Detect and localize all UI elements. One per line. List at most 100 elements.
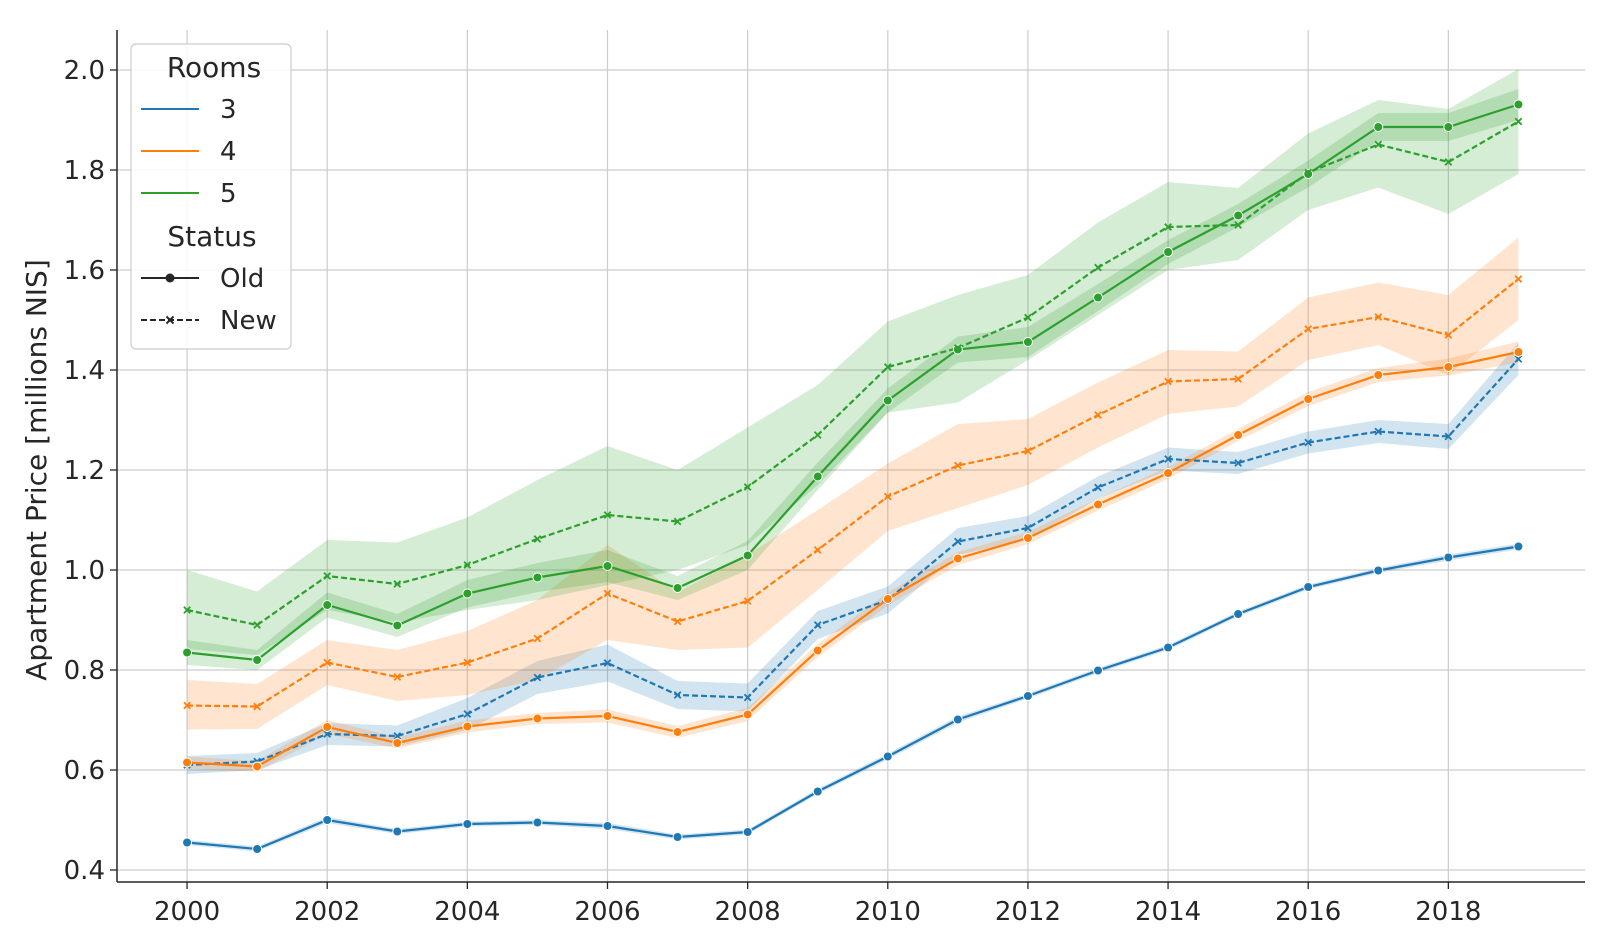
legend-title-rooms: Rooms <box>167 51 261 84</box>
y-tick-label: 1.8 <box>64 156 105 186</box>
point-5-rooms-new-2007 <box>673 517 682 526</box>
point-5-rooms-new-2010 <box>883 363 892 371</box>
point-4-rooms-new-2015 <box>1234 375 1242 383</box>
x-tick-label: 2006 <box>574 897 640 927</box>
point-4-rooms-new-2016 <box>1304 325 1313 333</box>
point-3-rooms-new-2019 <box>1514 355 1523 363</box>
point-3-rooms-new-2014 <box>1164 455 1172 463</box>
band-4-rooms-new <box>187 237 1519 730</box>
point-4-rooms-old-2004 <box>462 721 473 732</box>
band-4-rooms-old <box>187 341 1519 772</box>
point-3-rooms-old-2007 <box>672 832 683 842</box>
y-tick-label: 1.0 <box>64 556 105 586</box>
point-5-rooms-old-2009 <box>812 471 823 482</box>
point-5-rooms-new-2001 <box>253 621 261 629</box>
point-3-rooms-old-2006 <box>602 821 613 831</box>
point-4-rooms-old-2001 <box>252 761 263 772</box>
point-5-rooms-old-2005 <box>532 572 543 583</box>
point-5-rooms-old-2010 <box>882 395 893 406</box>
point-4-rooms-old-2012 <box>1022 533 1033 543</box>
point-5-rooms-old-2006 <box>602 561 613 571</box>
point-3-rooms-new-2012 <box>1024 524 1032 532</box>
point-4-rooms-old-2011 <box>952 553 963 564</box>
point-3-rooms-old-2005 <box>532 817 543 828</box>
legend-label-status-old: Old <box>220 264 264 294</box>
point-5-rooms-old-2004 <box>462 588 473 599</box>
point-3-rooms-new-2005 <box>533 673 542 682</box>
point-4-rooms-old-2000 <box>182 757 193 768</box>
point-4-rooms-new-2017 <box>1374 313 1383 321</box>
point-4-rooms-new-2013 <box>1094 411 1102 419</box>
point-5-rooms-old-2015 <box>1233 210 1244 221</box>
point-3-rooms-old-2010 <box>882 751 893 762</box>
point-5-rooms-old-2013 <box>1093 292 1104 303</box>
point-3-rooms-old-2016 <box>1303 582 1314 592</box>
point-3-rooms-old-2018 <box>1443 552 1454 563</box>
point-4-rooms-old-2008 <box>742 709 753 720</box>
y-tick-label: 0.6 <box>64 756 105 786</box>
point-4-rooms-new-2009 <box>813 546 822 554</box>
point-3-rooms-new-2008 <box>743 693 752 702</box>
point-5-rooms-old-2001 <box>252 655 263 665</box>
x-axis-ticks: 2000 2002 2004 2006 2008 2010 2012 2014 2016 2018 <box>154 882 1481 927</box>
point-5-rooms-old-2008 <box>742 550 753 561</box>
legend-label-rooms-5: 5 <box>220 179 237 209</box>
point-3-rooms-old-2002 <box>322 815 333 825</box>
axes <box>116 30 1585 883</box>
point-5-rooms-old-2011 <box>952 344 963 355</box>
point-4-rooms-old-2002 <box>322 722 333 732</box>
point-4-rooms-old-2013 <box>1093 499 1104 510</box>
point-3-rooms-new-2004 <box>463 710 472 718</box>
point-4-rooms-old-2014 <box>1163 468 1174 478</box>
line-5-rooms-old <box>186 103 1519 662</box>
point-3-rooms-old-2011 <box>952 714 963 725</box>
legend-label-rooms-3: 3 <box>220 95 237 125</box>
point-4-rooms-new-2002 <box>323 658 332 667</box>
point-5-rooms-new-2000 <box>183 606 191 614</box>
point-3-rooms-new-2006 <box>603 659 612 667</box>
point-4-rooms-old-2010 <box>882 594 893 604</box>
y-tick-label: 0.8 <box>64 656 105 686</box>
point-4-rooms-old-2009 <box>812 645 823 656</box>
point-3-rooms-new-2003 <box>393 732 402 740</box>
point-5-rooms-new-2009 <box>813 431 822 439</box>
x-tick-label: 2010 <box>855 897 921 927</box>
point-5-rooms-new-2018 <box>1444 158 1453 166</box>
point-4-rooms-new-2004 <box>463 658 472 667</box>
point-3-rooms-old-2013 <box>1093 665 1104 676</box>
point-4-rooms-new-2000 <box>183 701 191 710</box>
point-4-rooms-old-2003 <box>392 738 403 748</box>
point-4-rooms-new-2019 <box>1514 275 1523 283</box>
legend-marker-circle <box>165 273 175 283</box>
point-3-rooms-new-2011 <box>954 537 962 546</box>
line-4-rooms-old <box>187 350 1519 768</box>
point-5-rooms-new-2004 <box>463 561 472 569</box>
legend-title-status: Status <box>167 220 256 253</box>
point-3-rooms-old-2000 <box>182 837 193 848</box>
point-3-rooms-old-2015 <box>1233 609 1244 619</box>
x-tick-label: 2018 <box>1415 897 1481 927</box>
point-5-rooms-old-2016 <box>1303 169 1314 179</box>
y-tick-label: 2.0 <box>64 56 105 86</box>
legend-label-status-new: New <box>220 306 277 336</box>
legend-marker-x <box>165 315 175 325</box>
point-5-rooms-old-2018 <box>1443 122 1454 132</box>
x-tick-label: 2016 <box>1275 897 1341 927</box>
point-3-rooms-old-2008 <box>742 827 753 837</box>
point-5-rooms-new-2017 <box>1374 140 1383 149</box>
y-tick-label: 1.2 <box>64 456 105 486</box>
band-3-rooms-new <box>187 343 1519 774</box>
point-3-rooms-old-2003 <box>392 826 403 837</box>
y-axis-ticks: 0.4 0.6 0.8 1.0 1.2 1.4 1.6 1.8 2.0 <box>64 56 117 886</box>
point-5-rooms-old-2000 <box>182 647 193 658</box>
point-5-rooms-old-2019 <box>1513 99 1524 110</box>
point-3-rooms-new-2017 <box>1374 427 1383 436</box>
y-tick-label: 1.4 <box>64 356 105 386</box>
band-3-rooms-old <box>187 543 1519 852</box>
x-tick-label: 2000 <box>154 897 220 927</box>
point-4-rooms-old-2016 <box>1303 394 1314 404</box>
line-3-rooms-old <box>186 545 1519 851</box>
y-tick-label: 0.4 <box>64 856 105 886</box>
x-tick-label: 2012 <box>995 897 1061 927</box>
